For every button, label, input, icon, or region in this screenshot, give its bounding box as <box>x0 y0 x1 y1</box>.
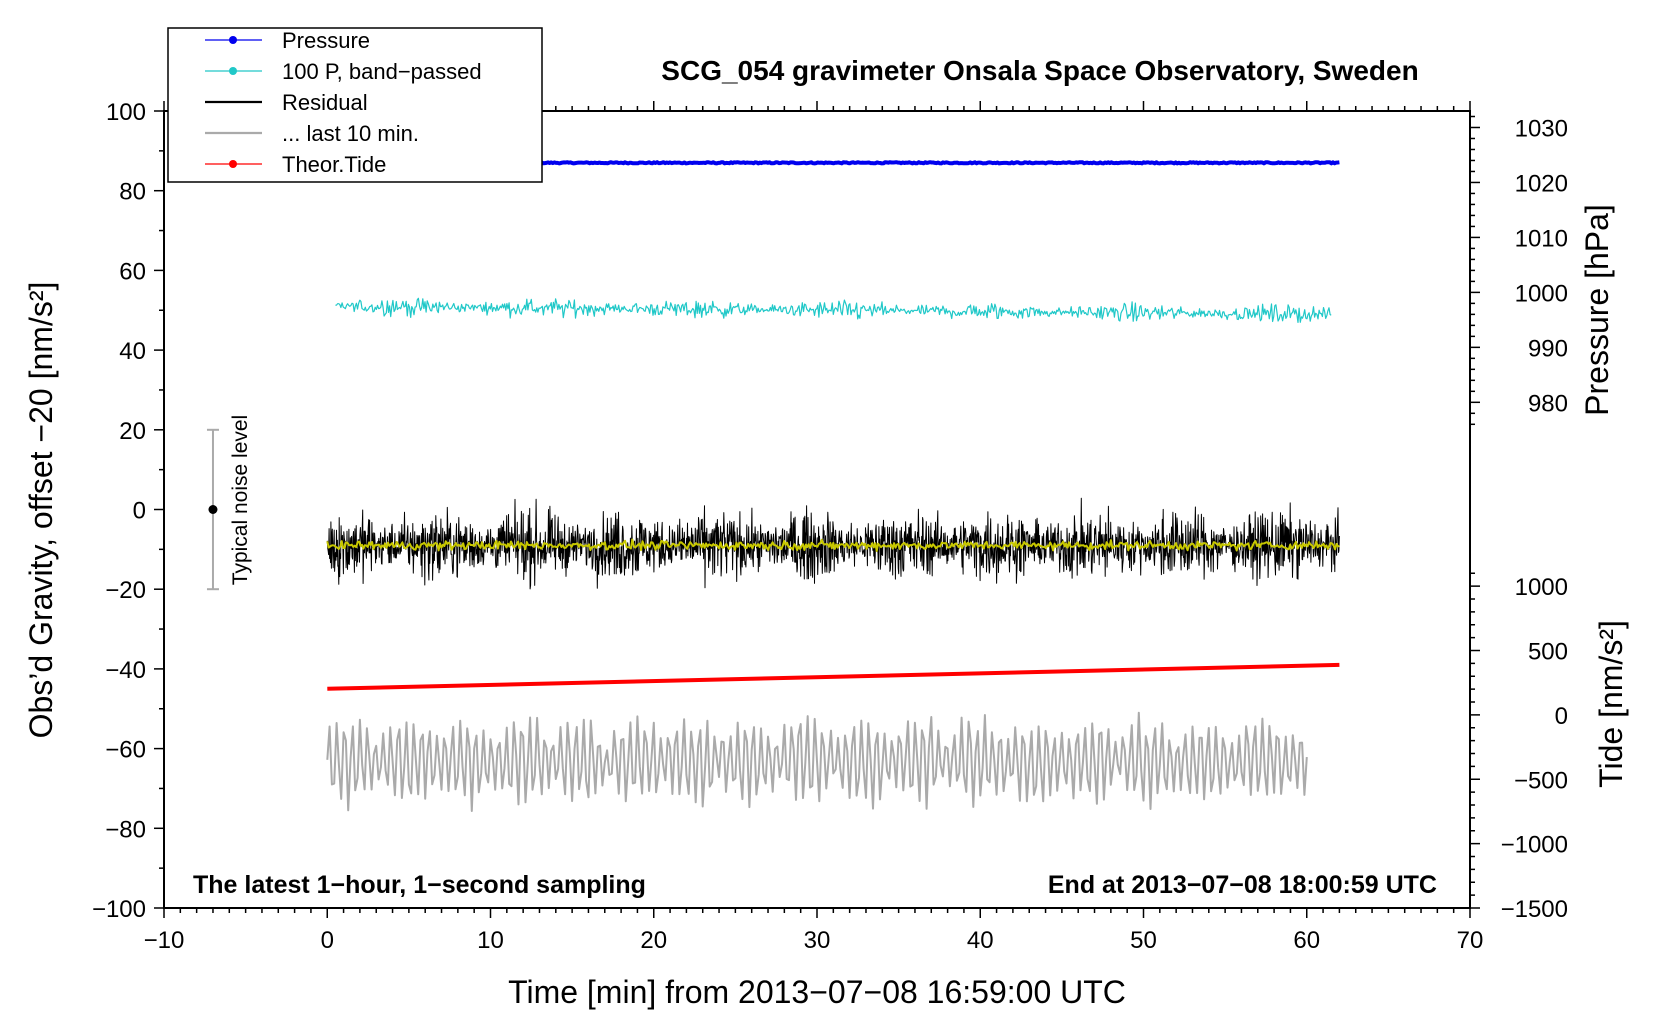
series-residual-smoothed <box>326 538 1340 552</box>
x-tick-label: 30 <box>804 927 831 954</box>
y-tick-label: 40 <box>119 338 146 365</box>
legend-label: 100 P, band−passed <box>282 59 482 84</box>
right-axis-ticks: 980 990 1000 1010 1020 1030 −1500 −1000 −500 0 500… <box>1470 115 1568 923</box>
x-tick-label: −10 <box>144 927 185 954</box>
series-residual <box>326 497 1340 590</box>
y-tick-label: −80 <box>105 816 146 843</box>
x-axis-title: Time [min] from 2013−07−08 16:59:00 UTC <box>508 974 1126 1010</box>
x-tick-label: 0 <box>321 927 334 954</box>
y-axis-title-pressure: Pressure [hPa] <box>1579 204 1615 416</box>
y-tick-label: −100 <box>92 896 146 923</box>
y-tick-label: 80 <box>119 179 146 206</box>
legend-marker <box>229 160 237 168</box>
annotation-end-time: End at 2013−07−08 18:00:59 UTC <box>1048 871 1437 899</box>
x-tick-label: 60 <box>1293 927 1320 954</box>
legend-label: Theor.Tide <box>282 152 386 177</box>
y-axis-ticks: −100 −80 −60 −40 −20 0 20 40 60 80 100 <box>92 99 164 923</box>
y-tick-label: −20 <box>105 577 146 604</box>
pressure-tick-label: 1000 <box>1515 280 1568 307</box>
pressure-tick-label: 1020 <box>1515 170 1568 197</box>
legend-box <box>167 27 543 183</box>
noise-level-bar <box>206 428 219 591</box>
pressure-tick-label: 1030 <box>1515 115 1568 142</box>
x-axis-ticks: −10 0 10 20 30 40 50 60 70 <box>144 908 1484 954</box>
chart-title: SCG_054 gravimeter Onsala Space Observat… <box>661 55 1418 86</box>
y-tick-label: 100 <box>106 99 146 126</box>
y-axis-title-left: Obs’d Gravity, offset −20 [nm/s²] <box>23 282 59 739</box>
y-tick-label: 60 <box>119 258 146 285</box>
pressure-tick-label: 980 <box>1528 390 1568 417</box>
series-band-passed <box>335 297 1332 323</box>
x-tick-label: 10 <box>477 927 504 954</box>
x-tick-label: 50 <box>1130 927 1157 954</box>
tide-tick-label: 1000 <box>1515 574 1568 601</box>
tide-tick-label: 0 <box>1555 703 1568 730</box>
y-tick-label: −60 <box>105 737 146 764</box>
legend-label: Pressure <box>282 28 370 53</box>
x-tick-label: 20 <box>640 927 667 954</box>
y-tick-label: 0 <box>133 498 146 525</box>
tide-tick-label: −1000 <box>1501 832 1568 859</box>
pressure-tick-label: 990 <box>1528 335 1568 362</box>
noise-label: Typical noise level <box>229 415 252 585</box>
legend: Pressure 100 P, band−passed Residual ... la… <box>167 27 543 183</box>
noise-bar-center-dot <box>208 505 218 514</box>
series-theoretical-tide <box>327 662 1340 691</box>
legend-label: Residual <box>282 90 368 115</box>
x-tick-label: 70 <box>1457 927 1484 954</box>
y-tick-label: −40 <box>105 657 146 684</box>
tide-tick-label: 500 <box>1528 639 1568 666</box>
tide-tick-label: −500 <box>1514 767 1568 794</box>
y-tick-label: 20 <box>119 418 146 445</box>
x-tick-label: 40 <box>967 927 994 954</box>
series-last-10-min <box>326 711 1308 812</box>
legend-marker <box>229 67 237 75</box>
y-axis-title-tide: Tide [nm/s²] <box>1593 620 1629 788</box>
tide-tick-label: −1500 <box>1501 896 1568 923</box>
pressure-tick-label: 1010 <box>1515 225 1568 252</box>
annotation-latest-hour: The latest 1−hour, 1−second sampling <box>193 871 646 899</box>
legend-marker <box>229 36 237 44</box>
legend-label: ... last 10 min. <box>282 121 419 146</box>
